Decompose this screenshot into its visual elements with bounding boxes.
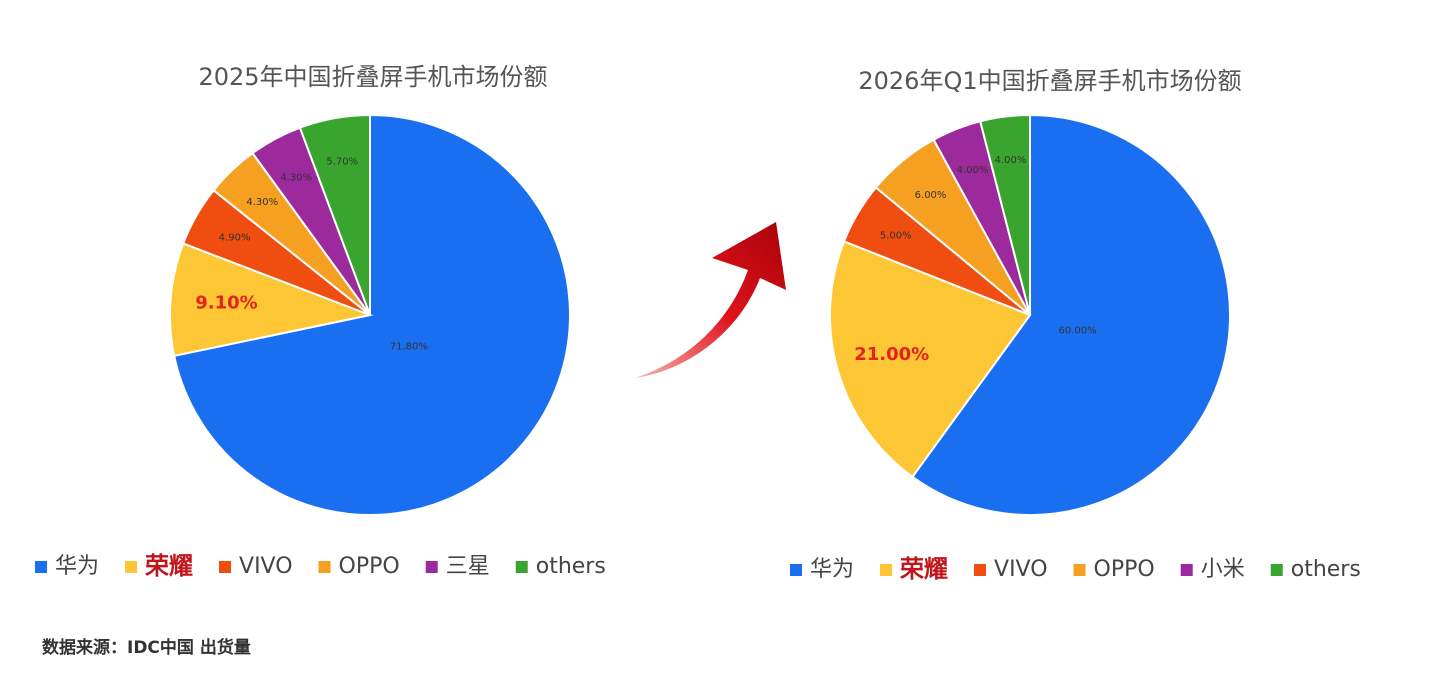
legend-swatch [1180, 564, 1193, 576]
legend-text: 三星 [446, 554, 490, 579]
value-label: 60.00% [1058, 325, 1096, 336]
value-label: 6.00% [915, 190, 947, 201]
legend-text: 华为 [55, 554, 99, 579]
legend-text: 小米 [1201, 557, 1245, 582]
chart-title: 2026年Q1中国折叠屏手机市场份额 [858, 67, 1241, 95]
legend-swatch [515, 561, 528, 573]
legend-swatch [425, 561, 438, 573]
legend-swatch [318, 561, 331, 573]
pie-slice [979, 113, 1031, 316]
legend-swatch [1270, 564, 1283, 576]
pie-slice [298, 113, 371, 316]
value-label: 9.10% [195, 292, 257, 313]
legend-swatch [880, 564, 893, 576]
legend-swatch [974, 564, 987, 576]
value-label: 4.00% [957, 165, 989, 176]
pie-slice [829, 240, 1032, 479]
value-label: 21.00% [854, 344, 929, 365]
legend-text: VIVO [994, 557, 1048, 582]
legend-text: others [536, 554, 606, 579]
legend-text: others [1291, 557, 1361, 582]
legend-text: OPPO [339, 554, 400, 579]
legend-text: 荣耀 [900, 555, 948, 583]
value-label: 5.70% [326, 156, 358, 167]
source-note: 数据来源：IDC中国 出货量 [42, 637, 251, 658]
legend-text: 华为 [810, 557, 854, 582]
trend-arrow [635, 222, 786, 378]
chart-title: 2025年中国折叠屏手机市场份额 [198, 63, 547, 91]
legend-text: VIVO [239, 554, 293, 579]
value-label: 5.00% [880, 231, 912, 242]
pie-slice [169, 242, 374, 358]
legend-text: 荣耀 [145, 552, 193, 580]
legend-swatch [219, 561, 232, 573]
value-label: 4.90% [219, 233, 251, 244]
legend-swatch [35, 561, 47, 573]
legend-swatch [125, 561, 138, 573]
value-label: 4.30% [280, 173, 312, 184]
value-label: 4.00% [995, 155, 1027, 166]
pie-slice [911, 113, 1231, 516]
legend-text: OPPO [1094, 557, 1155, 582]
legend-swatch [1073, 564, 1086, 576]
value-label: 71.80% [390, 342, 428, 353]
legend-swatch [790, 564, 802, 576]
value-label: 4.30% [246, 197, 278, 208]
